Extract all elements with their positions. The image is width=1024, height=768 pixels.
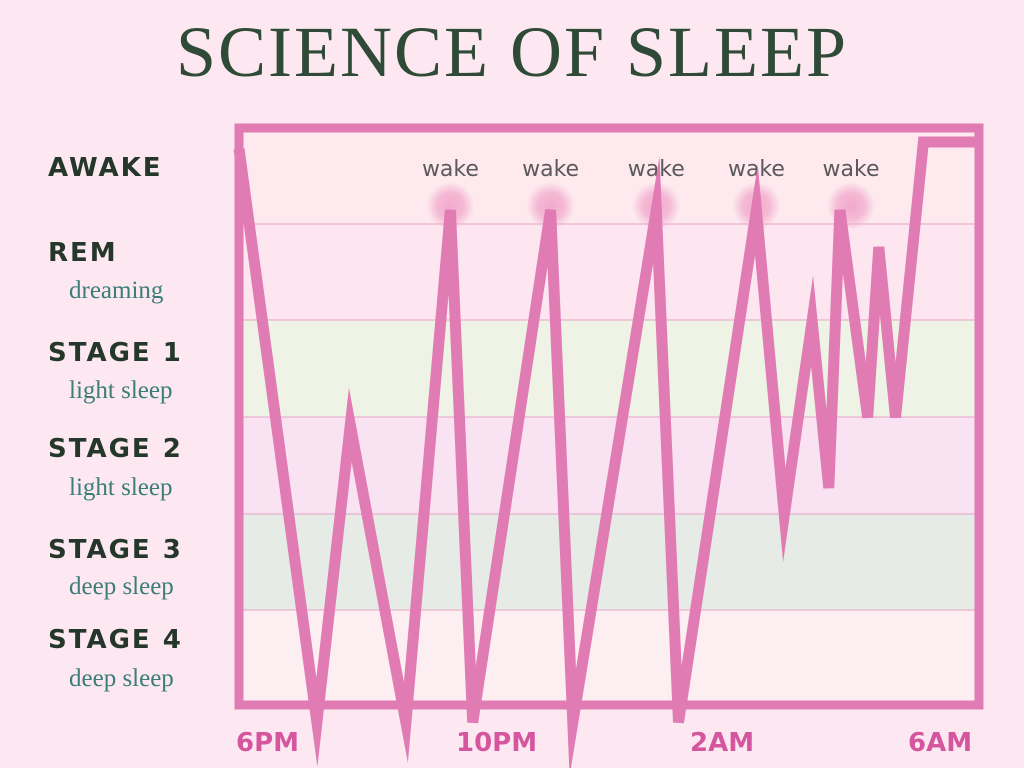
band-rem [239,224,979,320]
wake-label-5: wake [823,157,880,182]
x-tick-6pm: 6PM [236,728,300,758]
x-tick-6am: 6AM [908,728,973,758]
y-label-stage4: STAGE 4 [48,625,183,655]
y-sublabel-stage3: deep sleep [69,573,174,600]
y-sublabel-stage1: light sleep [69,377,173,404]
y-label-awake: AWAKE [48,153,163,183]
band-stage4 [239,610,979,705]
y-label-stage2: STAGE 2 [48,434,183,464]
y-label-stage3: STAGE 3 [48,535,183,565]
chart-title: SCIENCE OF SLEEP [175,12,849,92]
wake-glow-1 [426,182,475,230]
y-sublabel-stage4: deep sleep [69,665,174,692]
wake-label-2: wake [522,157,579,182]
x-tick-2am: 2AM [690,728,755,758]
y-sublabel-rem: dreaming [69,277,164,304]
y-label-stage1: STAGE 1 [48,338,183,368]
wake-glow-2 [526,182,575,230]
plot-frame [234,123,984,710]
y-sublabel-stage2: light sleep [69,474,173,501]
wake-label-1: wake [422,157,479,182]
sleep-stage-line [233,136,979,768]
y-label-rem: REM [48,238,118,268]
x-tick-10pm: 10PM [456,728,538,758]
